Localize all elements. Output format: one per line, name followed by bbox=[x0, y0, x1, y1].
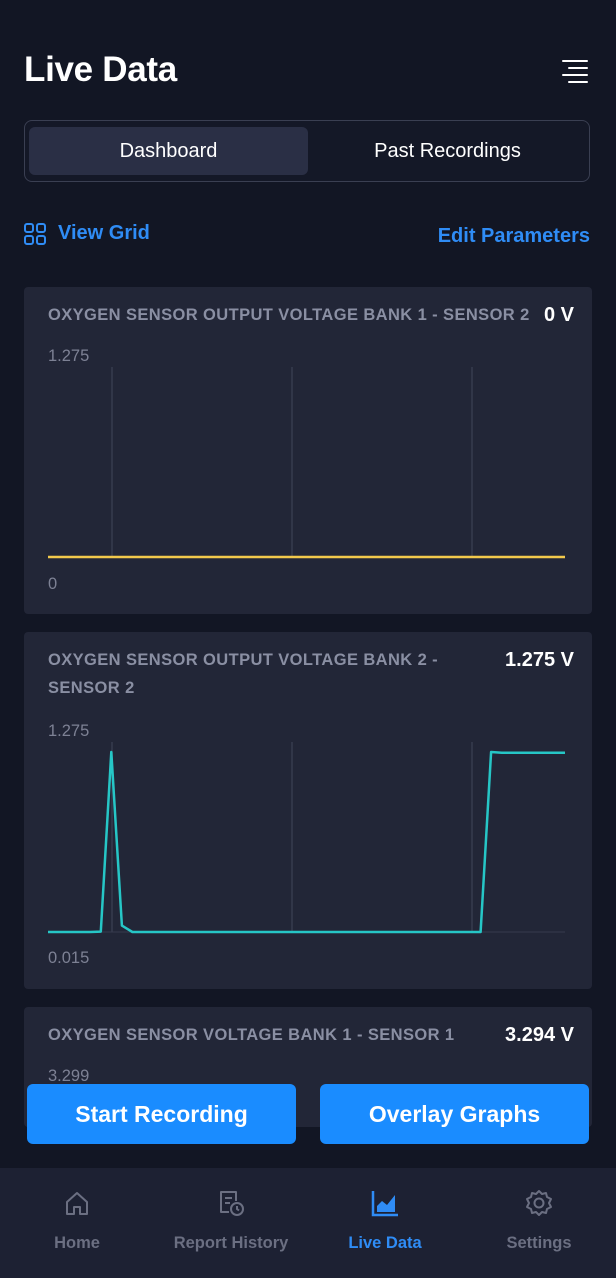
view-grid-label: View Grid bbox=[58, 222, 150, 244]
menu-line bbox=[568, 81, 588, 83]
bottom-nav: Home Report History Live Data Settings bbox=[0, 1168, 616, 1278]
card-title: OXYGEN SENSOR VOLTAGE BANK 1 - SENSOR 1 bbox=[48, 1026, 455, 1044]
segmented-control: Dashboard Past Recordings bbox=[24, 120, 590, 182]
menu-button[interactable] bbox=[562, 58, 588, 84]
card-value: 1.275 V bbox=[505, 649, 574, 671]
nav-item-settings[interactable]: Settings bbox=[462, 1168, 616, 1278]
y-min-label: 0 bbox=[48, 575, 58, 593]
menu-line bbox=[568, 67, 588, 69]
tab-past-recordings[interactable]: Past Recordings bbox=[374, 140, 521, 162]
gear-icon bbox=[526, 1190, 552, 1216]
card-title: OXYGEN SENSOR OUTPUT VOLTAGE BANK 1 - SE… bbox=[48, 306, 530, 324]
series-line bbox=[48, 750, 565, 934]
line-chart bbox=[48, 742, 565, 934]
sensor-card[interactable]: OXYGEN SENSOR OUTPUT VOLTAGE BANK 2 - SE… bbox=[24, 632, 592, 989]
menu-line bbox=[562, 74, 588, 76]
report-history-icon bbox=[220, 1191, 244, 1216]
y-max-label: 1.275 bbox=[48, 347, 90, 365]
page-title: Live Data bbox=[24, 50, 177, 89]
nav-label: Home bbox=[54, 1234, 100, 1252]
nav-item-live-data[interactable]: Live Data bbox=[308, 1168, 462, 1278]
edit-parameters-link[interactable]: Edit Parameters bbox=[437, 225, 590, 247]
view-grid-button[interactable]: View Grid bbox=[24, 222, 150, 245]
y-max-label: 3.299 bbox=[48, 1067, 90, 1085]
nav-label: Report History bbox=[173, 1234, 289, 1252]
nav-item-report-history[interactable]: Report History bbox=[154, 1168, 308, 1278]
y-min-label: 0.015 bbox=[48, 949, 90, 967]
menu-lines-icon bbox=[562, 60, 588, 62]
start-recording-button[interactable]: Start Recording bbox=[27, 1084, 296, 1144]
card-title: OXYGEN SENSOR OUTPUT VOLTAGE BANK 2 - SE… bbox=[48, 651, 439, 697]
tab-dashboard[interactable]: Dashboard bbox=[29, 127, 308, 175]
y-max-label: 1.275 bbox=[48, 722, 90, 740]
chart-icon bbox=[371, 1191, 398, 1217]
card-value: 0 V bbox=[543, 304, 574, 326]
actions-row: View Grid Edit Parameters bbox=[24, 222, 590, 254]
card-value: 3.294 V bbox=[505, 1024, 574, 1046]
nav-item-home[interactable]: Home bbox=[0, 1168, 154, 1278]
header: Live Data bbox=[24, 48, 592, 100]
home-icon bbox=[66, 1192, 88, 1215]
sensor-card[interactable]: OXYGEN SENSOR OUTPUT VOLTAGE BANK 1 - SE… bbox=[24, 287, 592, 614]
nav-label: Settings bbox=[506, 1234, 572, 1252]
nav-label: Live Data bbox=[348, 1234, 422, 1252]
line-chart bbox=[48, 367, 565, 559]
grid-icon bbox=[24, 222, 46, 245]
overlay-graphs-button[interactable]: Overlay Graphs bbox=[320, 1084, 589, 1144]
